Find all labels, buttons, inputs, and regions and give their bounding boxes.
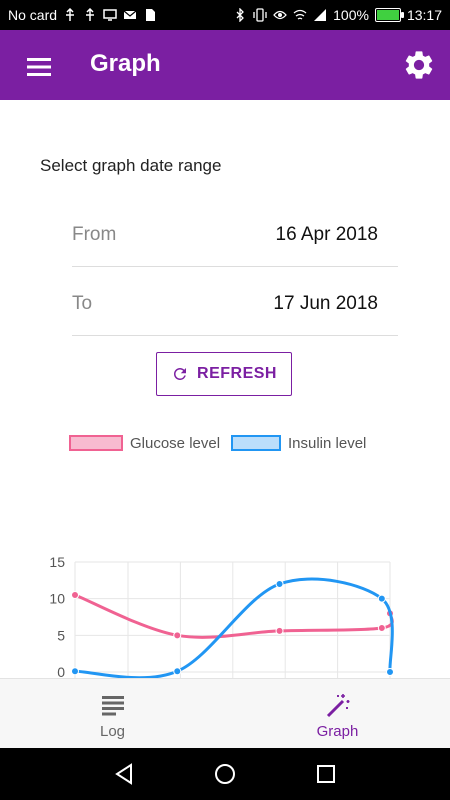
from-label: From [72, 224, 117, 245]
y-tick-label: 15 [49, 554, 65, 570]
insulin-point[interactable] [386, 668, 394, 676]
from-date-value[interactable]: 16 Apr 2018 [275, 224, 378, 245]
insulin-point[interactable] [275, 580, 284, 588]
legend-swatch-glucose [69, 435, 123, 451]
status-left: No card [8, 0, 157, 30]
monitor-icon [103, 9, 117, 21]
vibrate-icon [253, 8, 267, 22]
menu-icon[interactable] [24, 52, 54, 82]
legend-swatch-insulin [231, 435, 281, 451]
y-tick-label: 10 [49, 591, 65, 607]
eye-icon [273, 10, 287, 20]
graph-content: Select graph date range From 16 Apr 2018… [0, 100, 450, 701]
status-right: 100% 13:17 [233, 0, 442, 30]
carrier-text: No card [8, 7, 58, 23]
recents-icon[interactable] [314, 762, 338, 786]
usb-icon [86, 8, 95, 21]
signal-icon [314, 9, 327, 21]
gear-icon[interactable] [402, 48, 436, 82]
battery-icon [374, 8, 404, 22]
refresh-button[interactable]: REFRESH [156, 352, 292, 396]
insulin-line [74, 577, 394, 680]
insulin-point[interactable] [173, 667, 182, 676]
from-date-row[interactable]: From 16 Apr 2018 [72, 206, 398, 267]
refresh-label: REFRESH [197, 365, 277, 382]
wifi-icon [293, 9, 307, 20]
legend-label-glucose: Glucose level [130, 435, 220, 452]
mail-icon [123, 10, 137, 19]
back-icon[interactable] [112, 762, 136, 786]
battery-percent: 100% [333, 7, 369, 23]
magic-wand-icon [326, 694, 349, 718]
glucose-point[interactable] [173, 631, 182, 640]
y-axis: 0 5 10 15 [49, 554, 65, 680]
clock: 13:17 [406, 7, 442, 23]
to-date-value[interactable]: 17 Jun 2018 [273, 293, 378, 314]
glucose-point[interactable] [377, 624, 386, 632]
to-label: To [72, 293, 93, 314]
nav-item-graph[interactable]: Graph [225, 679, 450, 749]
nav-label-log: Log [99, 723, 126, 740]
bluetooth-icon [236, 8, 245, 22]
date-range-label: Select graph date range [40, 156, 222, 175]
chart-legend: Glucose level Insulin level [69, 435, 366, 452]
page-title: Graph [90, 50, 161, 77]
nav-label-graph: Graph [316, 723, 359, 740]
y-tick-label: 0 [57, 664, 65, 680]
app-bar: Graph [0, 30, 450, 100]
legend-label-insulin: Insulin level [288, 435, 366, 452]
bottom-nav: Log Graph [0, 678, 450, 749]
y-tick-label: 5 [57, 627, 65, 643]
home-icon[interactable] [213, 762, 237, 786]
insulin-point[interactable] [71, 667, 79, 676]
insulin-point[interactable] [377, 594, 386, 603]
glucose-point[interactable] [275, 626, 284, 635]
refresh-icon [174, 368, 187, 380]
to-date-row[interactable]: To 17 Jun 2018 [72, 275, 398, 336]
chart-series [71, 577, 394, 680]
system-nav-bar [0, 748, 450, 800]
glucose-line [74, 593, 394, 639]
status-bar: No card 100% 13:17 [0, 0, 450, 30]
sd-card-icon [146, 9, 156, 21]
list-icon [101, 696, 124, 716]
nav-item-log[interactable]: Log [0, 679, 225, 749]
usb-icon [66, 8, 75, 21]
glucose-point[interactable] [71, 591, 79, 599]
